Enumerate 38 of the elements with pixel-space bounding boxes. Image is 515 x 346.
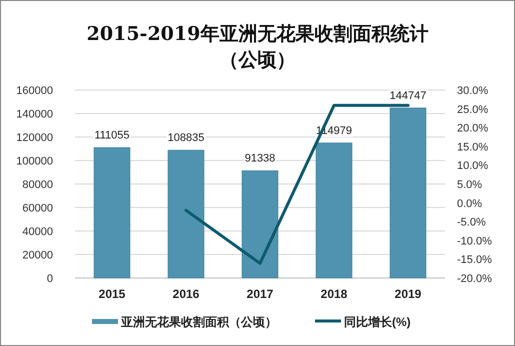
data-label: 111055 — [94, 130, 130, 142]
y2-tick-label: 20.0% — [457, 122, 488, 135]
y2-tick-label: 25.0% — [457, 104, 488, 116]
x-tick-label: 2019 — [394, 287, 422, 301]
y-tick-label: 60000 — [22, 202, 53, 214]
bar — [316, 142, 352, 278]
y-tick-label: 20000 — [22, 250, 53, 262]
data-label: 144747 — [390, 90, 426, 102]
bar — [94, 147, 130, 278]
x-tick-label: 2015 — [98, 287, 126, 301]
y-tick-label: 80000 — [22, 179, 53, 191]
y2-tick-label: 5.0% — [457, 179, 482, 191]
x-tick-label: 2017 — [246, 287, 274, 301]
y-tick-label: 0 — [46, 273, 53, 285]
chart-subtitle: （公顷） — [220, 49, 296, 71]
legend-label: 亚洲无花果收割面积（公顷） — [120, 315, 277, 329]
y2-tick-label: -20.0% — [457, 273, 492, 285]
data-label: 108835 — [168, 132, 204, 144]
y2-tick-label: -10.0% — [457, 235, 492, 248]
y-tick-label: 160000 — [16, 85, 53, 97]
bar — [168, 150, 204, 278]
bar — [242, 170, 278, 278]
y2-tick-label: 30.0% — [457, 85, 488, 97]
y2-tick-label: -15.0% — [457, 254, 492, 266]
chart-title: 2015-2019年亚洲无花果收割面积统计 — [86, 23, 428, 45]
y-tick-label: 120000 — [16, 132, 53, 144]
y2-tick-label: 15.0% — [457, 141, 488, 154]
legend-label: 同比增长(%) — [344, 315, 411, 329]
y-tick-label: 100000 — [16, 156, 53, 168]
x-tick-label: 2016 — [172, 287, 200, 301]
y-tick-label: 140000 — [16, 108, 53, 120]
data-label: 91338 — [244, 152, 276, 165]
bar — [390, 108, 426, 278]
y2-tick-label: 0.0% — [457, 198, 482, 210]
x-tick-label: 2018 — [320, 287, 348, 301]
y2-tick-label: 10.0% — [457, 160, 488, 172]
y2-tick-label: -5.0% — [457, 216, 486, 229]
y-tick-label: 40000 — [22, 226, 53, 238]
